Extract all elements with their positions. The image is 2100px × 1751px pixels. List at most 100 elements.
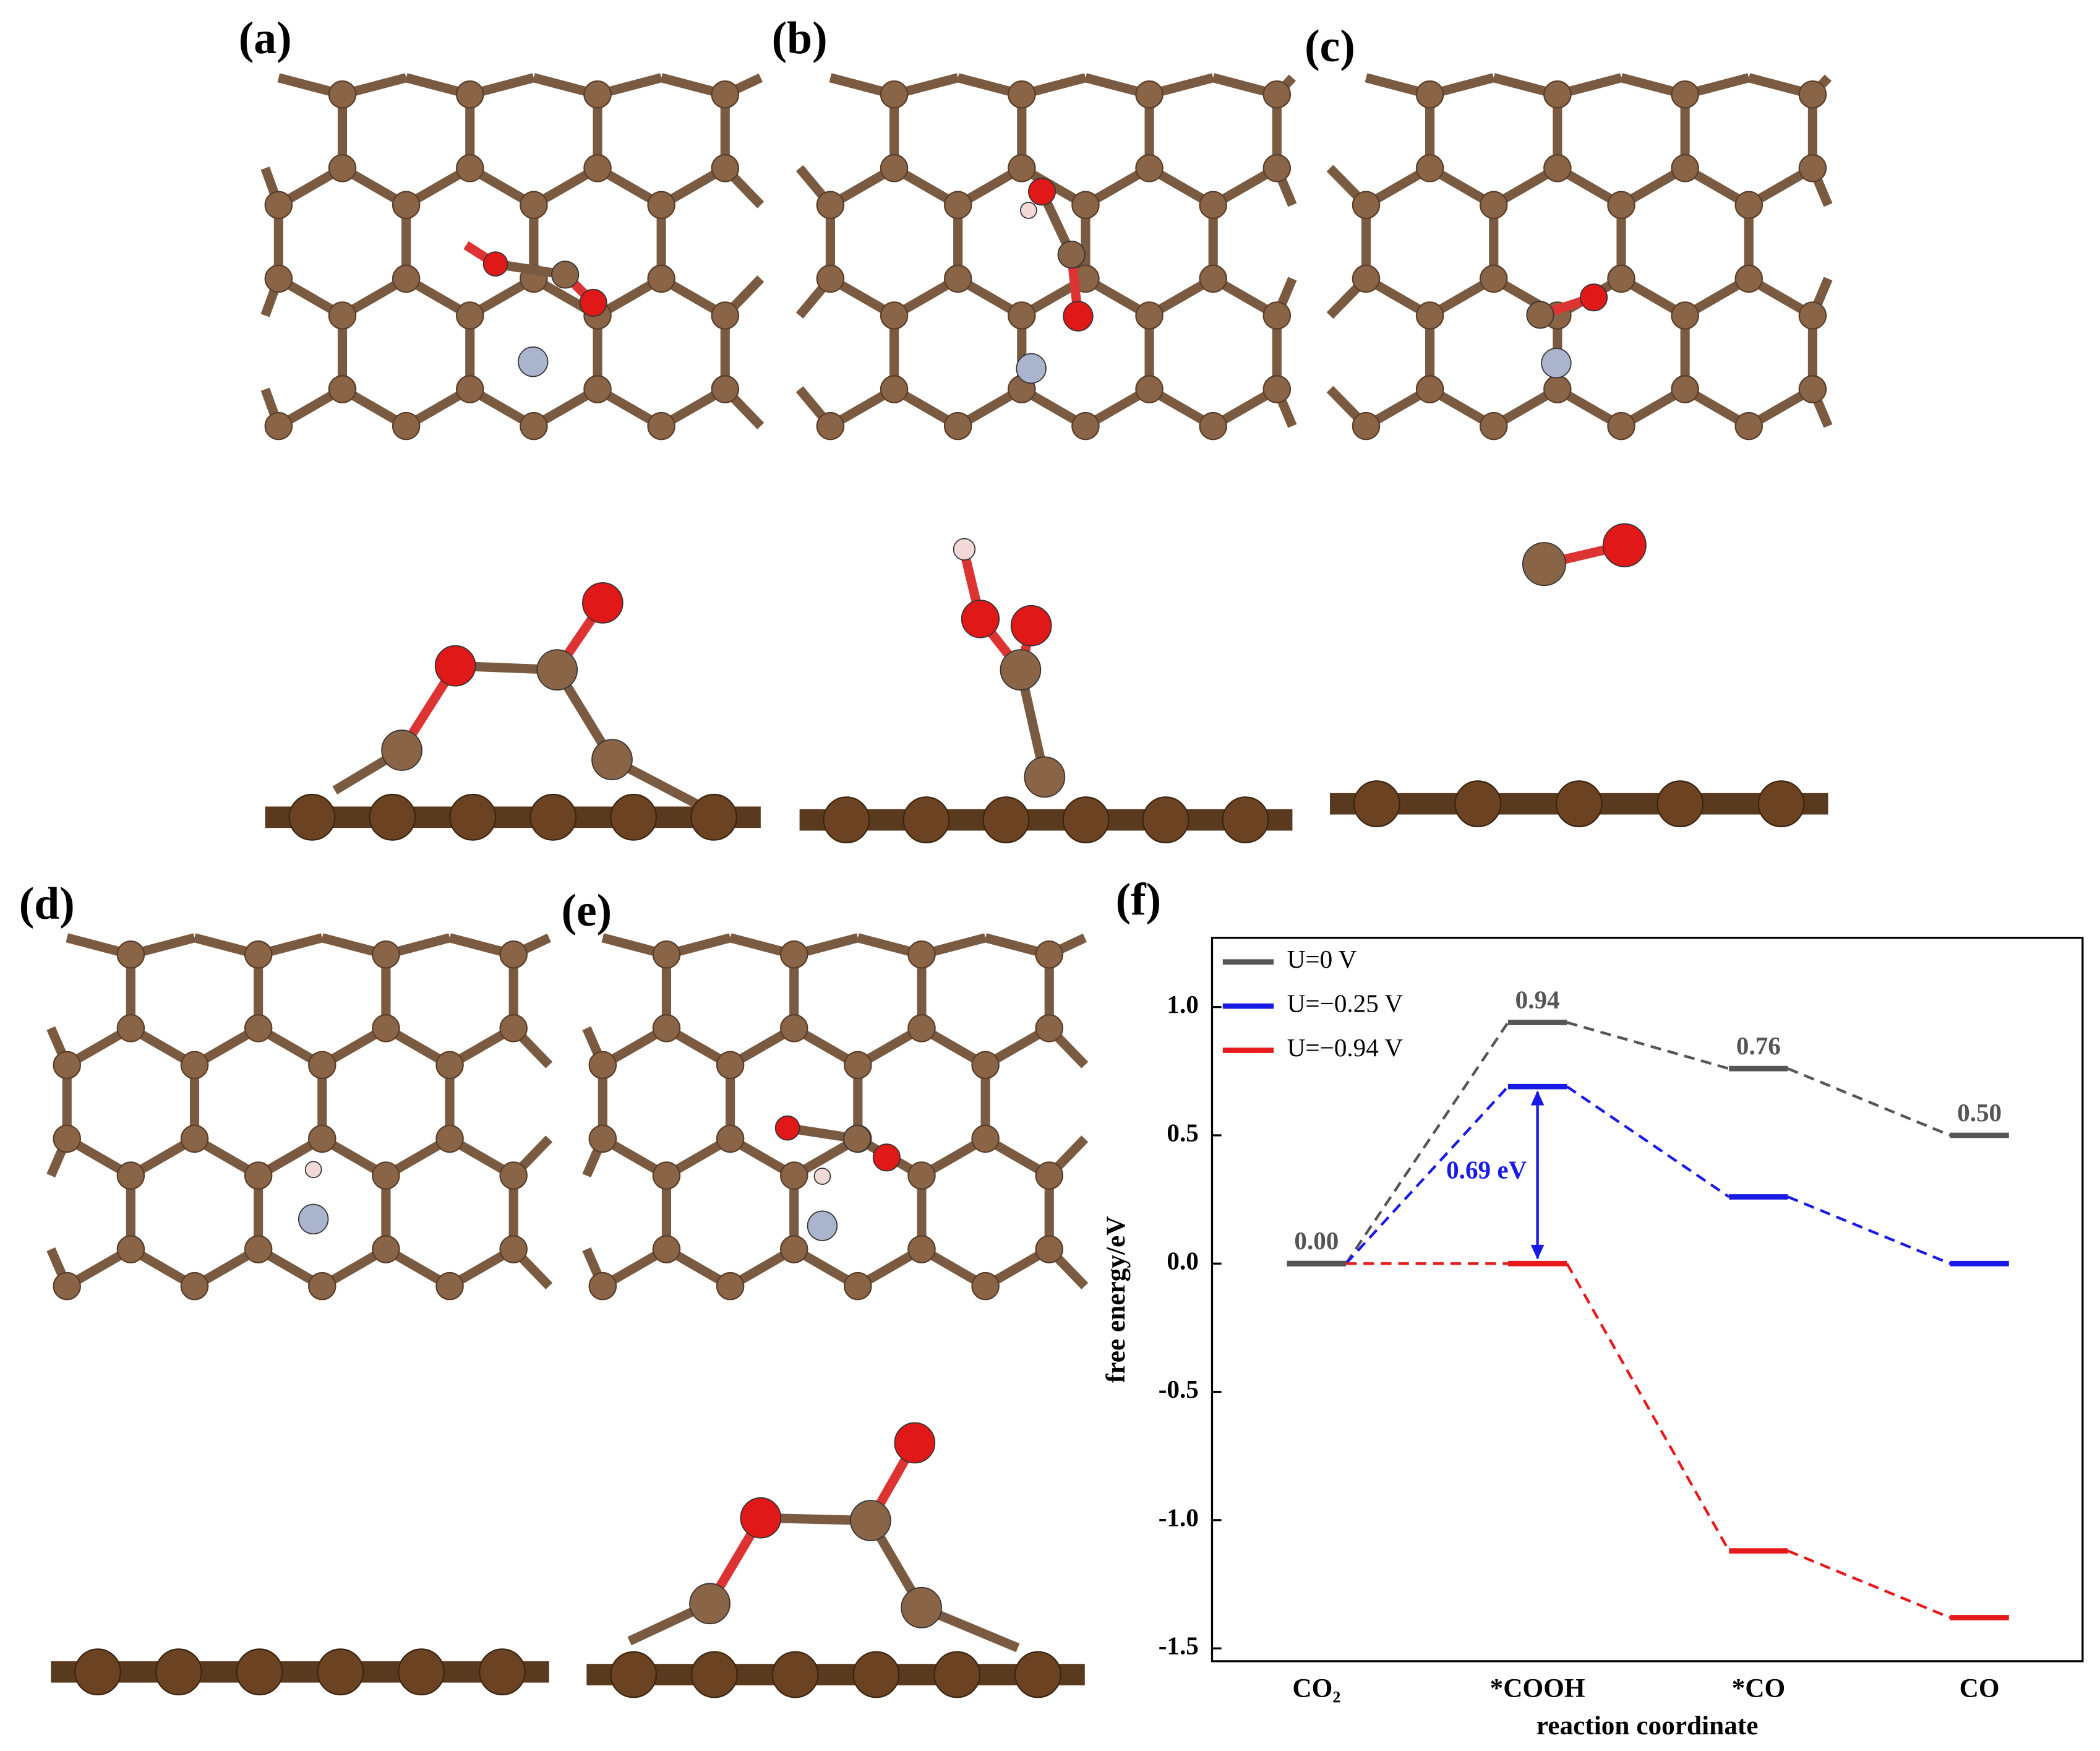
- carbon-atom: [1415, 375, 1444, 403]
- carbon-atom: [529, 793, 577, 841]
- carbon-atom: [1008, 301, 1036, 330]
- nitrogen-atom: [807, 1210, 838, 1241]
- carbon-atom: [1035, 1161, 1063, 1190]
- carbon-atom: [1199, 264, 1227, 293]
- y-tick-label: -1.5: [1159, 1632, 1199, 1660]
- carbon-atom: [551, 260, 580, 289]
- carbon-atom: [308, 1124, 336, 1153]
- value-label: 0.94: [1515, 985, 1560, 1013]
- carbon-atom: [583, 80, 612, 109]
- carbon-atom: [435, 1271, 464, 1301]
- carbon-atom: [852, 1651, 900, 1698]
- carbon-atom: [647, 191, 675, 220]
- carbon-atom: [816, 411, 845, 441]
- carbon-atom: [1035, 1014, 1063, 1043]
- carbon-atom: [520, 191, 548, 220]
- annotation: 0.69 eV: [1446, 1155, 1527, 1184]
- carbon-atom: [1798, 375, 1827, 403]
- carbon-atom: [1352, 264, 1381, 293]
- carbon-atom: [53, 1051, 81, 1080]
- carbon-atom: [1798, 154, 1827, 183]
- carbon-atom: [372, 940, 400, 969]
- carbon-atom: [1607, 264, 1635, 293]
- carbon-atom: [1543, 375, 1572, 403]
- carbon-atom: [583, 375, 612, 403]
- connector: [1787, 1067, 1951, 1137]
- carbon-atom: [520, 411, 548, 441]
- panel-label: (f): [1116, 874, 1162, 924]
- carbon-atom: [943, 191, 972, 220]
- carbon-atom: [1415, 80, 1444, 109]
- carbon-atom: [372, 1161, 400, 1190]
- carbon-atom: [392, 191, 421, 220]
- carbon-atom: [1014, 1651, 1061, 1698]
- carbon-atom: [779, 940, 808, 969]
- carbon-atom: [1262, 80, 1292, 109]
- carbon-atom: [328, 375, 357, 403]
- carbon-atom: [779, 1161, 808, 1190]
- carbon-atom: [479, 1648, 526, 1696]
- carbon-atom: [180, 1124, 209, 1153]
- carbon-atom: [711, 375, 740, 403]
- connector: [1787, 1195, 1951, 1265]
- carbon-atom: [435, 1051, 464, 1080]
- carbon-atom: [982, 796, 1030, 844]
- carbon-atom: [264, 191, 293, 220]
- carbon-atom: [1199, 411, 1227, 441]
- carbon-atom: [1062, 796, 1110, 844]
- arrow-head: [1530, 1244, 1545, 1260]
- carbon-atom: [689, 1583, 731, 1625]
- carbon-atom: [372, 1235, 400, 1263]
- oxygen-atom: [774, 1115, 800, 1141]
- carbon-atom: [1199, 191, 1227, 220]
- nitrogen-atom: [1016, 353, 1047, 384]
- carbon-atom: [264, 264, 293, 293]
- carbon-atom: [652, 1235, 681, 1263]
- oxygen-atom: [872, 1143, 901, 1172]
- carbon-atom: [880, 375, 909, 403]
- slab: [799, 809, 1293, 831]
- carbon-atom: [902, 796, 950, 844]
- carbon-atom: [392, 264, 421, 293]
- carbon-atom: [880, 301, 909, 330]
- carbon-atom: [372, 1014, 400, 1043]
- carbon-atom: [244, 1161, 273, 1190]
- carbon-atom: [74, 1648, 121, 1696]
- carbon-atom: [1262, 375, 1292, 403]
- connector: [1566, 1021, 1729, 1070]
- oxygen-atom: [1580, 283, 1608, 312]
- carbon-atom: [116, 1161, 145, 1190]
- panel-label: (c): [1305, 20, 1355, 71]
- carbon-atom: [907, 1235, 936, 1263]
- carbon-atom: [971, 1124, 1000, 1153]
- carbon-atom: [1671, 375, 1699, 403]
- carbon-atom: [435, 1124, 464, 1153]
- carbon-atom: [1671, 80, 1699, 109]
- carbon-atom: [1024, 756, 1066, 798]
- oxygen-atom: [482, 251, 508, 277]
- carbon-atom: [1671, 154, 1699, 183]
- carbon-atom: [907, 1161, 936, 1190]
- carbon-atom: [1135, 301, 1164, 330]
- carbon-atom: [1353, 780, 1400, 828]
- carbon-atom: [880, 154, 909, 183]
- carbon-atom: [880, 80, 909, 109]
- carbon-atom: [711, 154, 740, 183]
- carbon-atom: [588, 1051, 617, 1080]
- connector: [1787, 1549, 1951, 1619]
- connector: [1345, 1022, 1509, 1265]
- carbon-atom: [1008, 80, 1036, 109]
- oxygen-atom: [579, 288, 607, 317]
- carbon-atom: [943, 411, 972, 441]
- connector: [1566, 1263, 1731, 1552]
- oxygen-atom: [1010, 604, 1052, 647]
- arrow-head: [1530, 1090, 1545, 1106]
- hydrogen-atom: [1020, 202, 1037, 219]
- carbon-atom: [328, 301, 357, 330]
- nitrogen-atom: [518, 346, 549, 377]
- carbon-atom: [116, 1235, 145, 1263]
- oxygen-atom: [1602, 523, 1647, 567]
- carbon-atom: [308, 1051, 336, 1080]
- carbon-atom: [308, 1271, 336, 1301]
- carbon-atom: [1454, 780, 1502, 828]
